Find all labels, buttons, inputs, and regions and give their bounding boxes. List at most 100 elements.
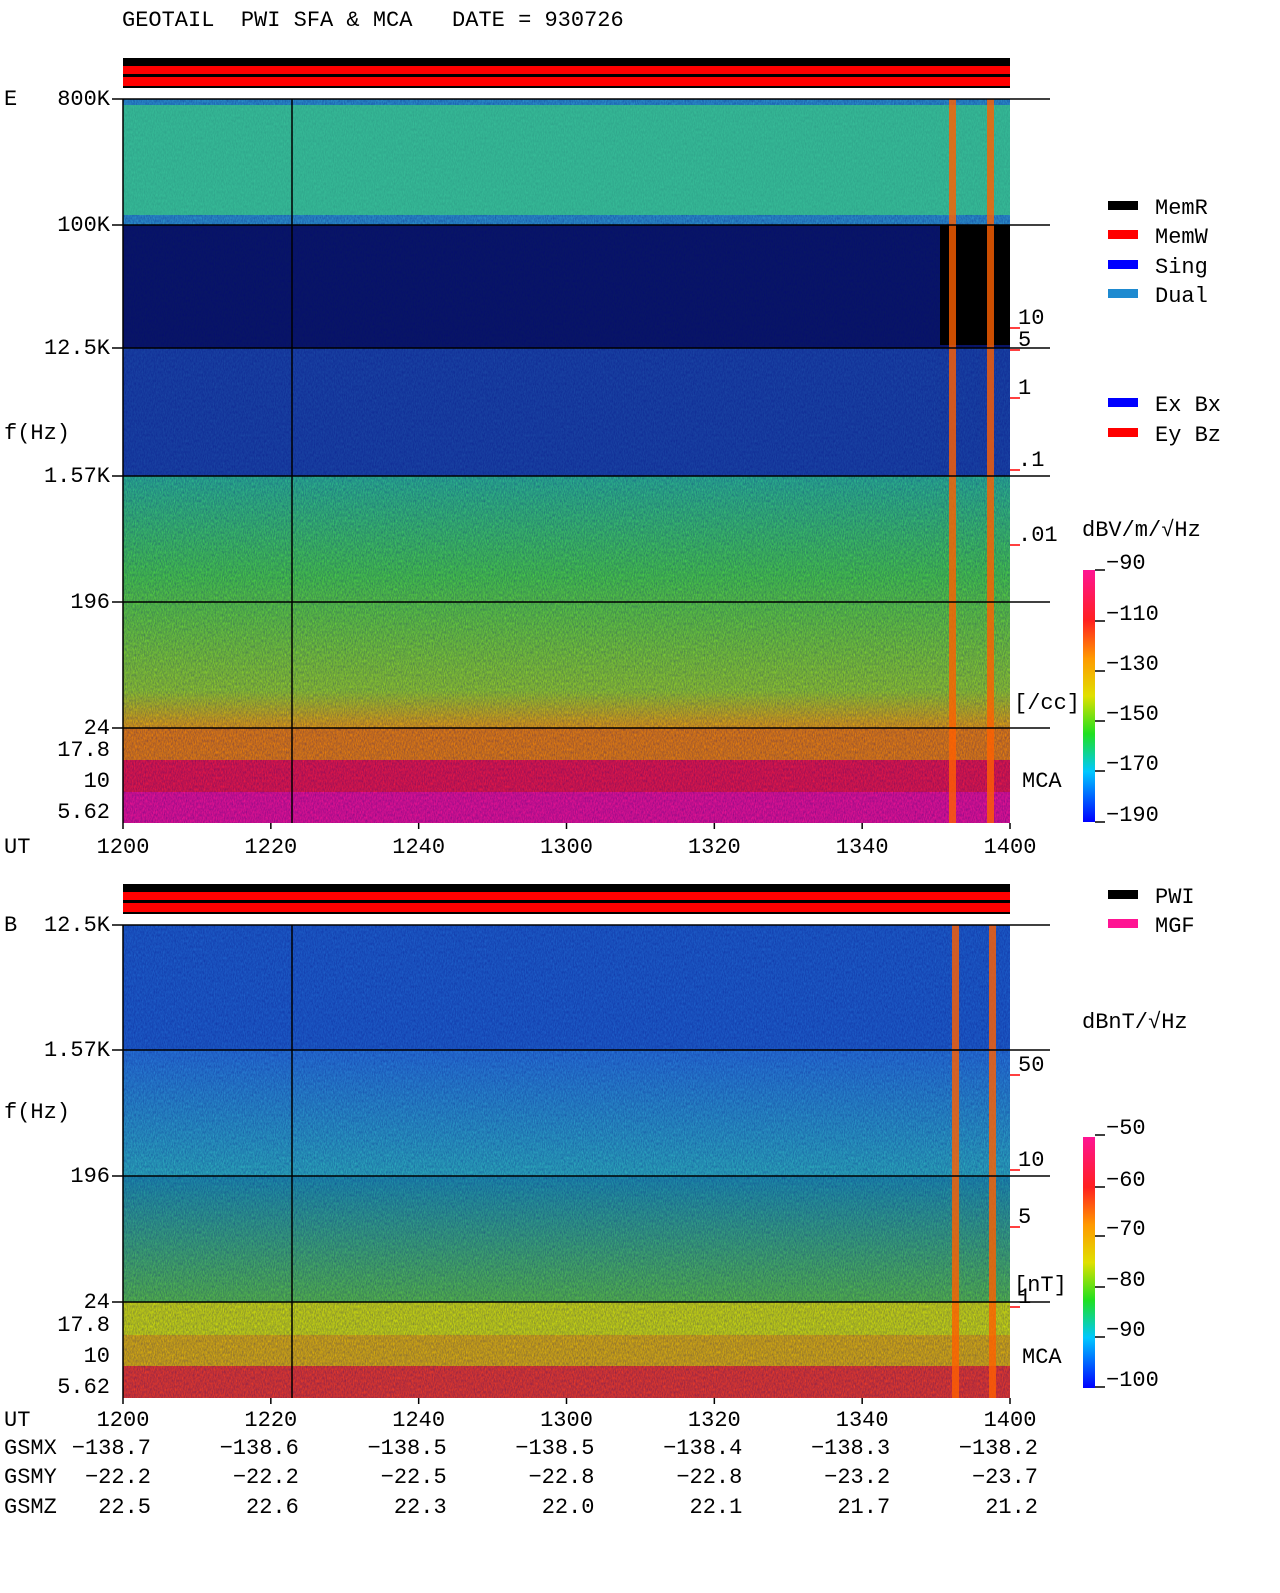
ephemeris-label: GSMZ: [4, 1495, 57, 1520]
legend-swatch: [1108, 230, 1138, 239]
freq-tick-label: 1.57K: [44, 464, 111, 489]
time-tick-label: 1300: [540, 1408, 593, 1433]
legend-swatch: [1108, 260, 1138, 269]
freq-tick-label: 17.8: [57, 738, 110, 763]
ephemeris-value: −23.2: [824, 1465, 890, 1490]
ephemeris-value: 22.5: [98, 1495, 151, 1520]
panel-label: B: [4, 913, 17, 938]
legend-label: Ey Bz: [1155, 423, 1221, 448]
scale-tick-label: .1: [1018, 448, 1044, 473]
time-tick-label: 1240: [392, 1408, 445, 1433]
freq-tick-label: 5.62: [57, 1375, 110, 1400]
colorbar-tick-label: −170: [1106, 752, 1159, 777]
colorbar-tick-label: −150: [1106, 702, 1159, 727]
scale-tick-label: .01: [1018, 523, 1058, 548]
y-axis-label: f(Hz): [4, 421, 70, 446]
scale-tick-label: 10: [1018, 306, 1044, 331]
ephemeris-value: −138.4: [663, 1436, 742, 1461]
freq-tick-label: 24: [84, 716, 110, 741]
time-tick-label: 1220: [244, 1408, 297, 1433]
legend-label: MemW: [1155, 225, 1209, 250]
calibration-stripe: [989, 925, 996, 1398]
ephemeris-value: −138.6: [220, 1436, 299, 1461]
colorbar-tick-label: −100: [1106, 1368, 1159, 1393]
colorbar: [1083, 570, 1095, 822]
time-tick-label: 1340: [836, 1408, 889, 1433]
ephemeris-value: 22.0: [542, 1495, 595, 1520]
ephemeris-value: −22.8: [676, 1465, 742, 1490]
freq-tick-label: 17.8: [57, 1313, 110, 1338]
mode-bar-red: [123, 892, 1010, 900]
mca-label: MCA: [1022, 1345, 1062, 1370]
mode-bar-red: [123, 66, 1010, 74]
x-axis-label: UT: [4, 1408, 30, 1433]
colorbar-tick-label: −110: [1106, 602, 1159, 627]
calibration-stripe: [949, 99, 956, 823]
colorbar-tick-label: −90: [1106, 551, 1146, 576]
time-tick-label: 1320: [688, 835, 741, 860]
legend-label: Sing: [1155, 255, 1208, 280]
freq-tick-label: 196: [70, 590, 110, 615]
ephemeris-label: GSMY: [4, 1465, 57, 1490]
mode-bar-red: [123, 903, 1010, 912]
time-tick-label: 1320: [688, 1408, 741, 1433]
colorbar-tick-label: −50: [1106, 1116, 1146, 1141]
mode-bar-red: [123, 77, 1010, 86]
ephemeris-value: −22.8: [528, 1465, 594, 1490]
colorbar-tick-label: −80: [1106, 1268, 1146, 1293]
panel-label: E: [4, 87, 17, 112]
freq-tick-label: 12.5K: [44, 913, 111, 938]
freq-tick-label: 800K: [57, 87, 111, 112]
emission-upper: [123, 105, 1010, 215]
colorbar: [1083, 1137, 1095, 1388]
legend-swatch: [1108, 428, 1138, 437]
ephemeris-value: 21.2: [985, 1495, 1038, 1520]
ephemeris-value: −22.2: [85, 1465, 151, 1490]
legend-label: MGF: [1155, 914, 1195, 939]
scale-tick-label: 1: [1018, 376, 1031, 401]
page-title: GEOTAIL PWI SFA & MCA DATE = 930726: [122, 8, 624, 33]
freq-tick-label: 24: [84, 1290, 110, 1315]
time-tick-label: 1400: [984, 1408, 1037, 1433]
ephemeris-value: 22.3: [394, 1495, 447, 1520]
legend-label: Dual: [1155, 284, 1208, 309]
x-axis-label: UT: [4, 835, 30, 860]
speckle: [123, 99, 1010, 823]
freq-tick-label: 196: [70, 1164, 110, 1189]
ephemeris-value: −138.5: [367, 1436, 446, 1461]
calibration-stripe: [987, 99, 994, 823]
colorbar-tick-label: −190: [1106, 803, 1159, 828]
freq-tick-label: 100K: [57, 213, 111, 238]
colorbar-tick-label: −60: [1106, 1168, 1146, 1193]
time-tick-label: 1200: [97, 835, 150, 860]
freq-tick-label: 10: [84, 769, 110, 794]
ephemeris-value: 22.6: [246, 1495, 299, 1520]
time-tick-label: 1200: [97, 1408, 150, 1433]
legend-swatch: [1108, 890, 1138, 899]
scale-tick-label: 50: [1018, 1053, 1044, 1078]
colorbar-tick-label: −70: [1106, 1217, 1146, 1242]
freq-tick-label: 1.57K: [44, 1038, 111, 1063]
scale-tick-label: 5: [1018, 1205, 1031, 1230]
legend-swatch: [1108, 289, 1138, 298]
scale-tick-label: 1: [1018, 1285, 1031, 1310]
freq-tick-label: 12.5K: [44, 336, 111, 361]
legend-label: Ex Bx: [1155, 393, 1221, 418]
ephemeris-value: −138.2: [959, 1436, 1038, 1461]
ephemeris-value: −138.7: [72, 1436, 151, 1461]
colorbar-tick-label: −90: [1106, 1318, 1146, 1343]
time-tick-label: 1300: [540, 835, 593, 860]
scale-unit: [nT]: [1014, 1273, 1067, 1298]
time-tick-label: 1240: [392, 835, 445, 860]
time-tick-label: 1400: [984, 835, 1037, 860]
legend-label: PWI: [1155, 885, 1195, 910]
scale-tick-label: 10: [1018, 1148, 1044, 1173]
time-tick-label: 1220: [244, 835, 297, 860]
ephemeris-label: GSMX: [4, 1436, 57, 1461]
freq-tick-label: 5.62: [57, 800, 110, 825]
mca-label: MCA: [1022, 769, 1062, 794]
legend-label: MemR: [1155, 196, 1208, 221]
ephemeris-value: −22.2: [233, 1465, 299, 1490]
scale-tick-label: 5: [1018, 328, 1031, 353]
